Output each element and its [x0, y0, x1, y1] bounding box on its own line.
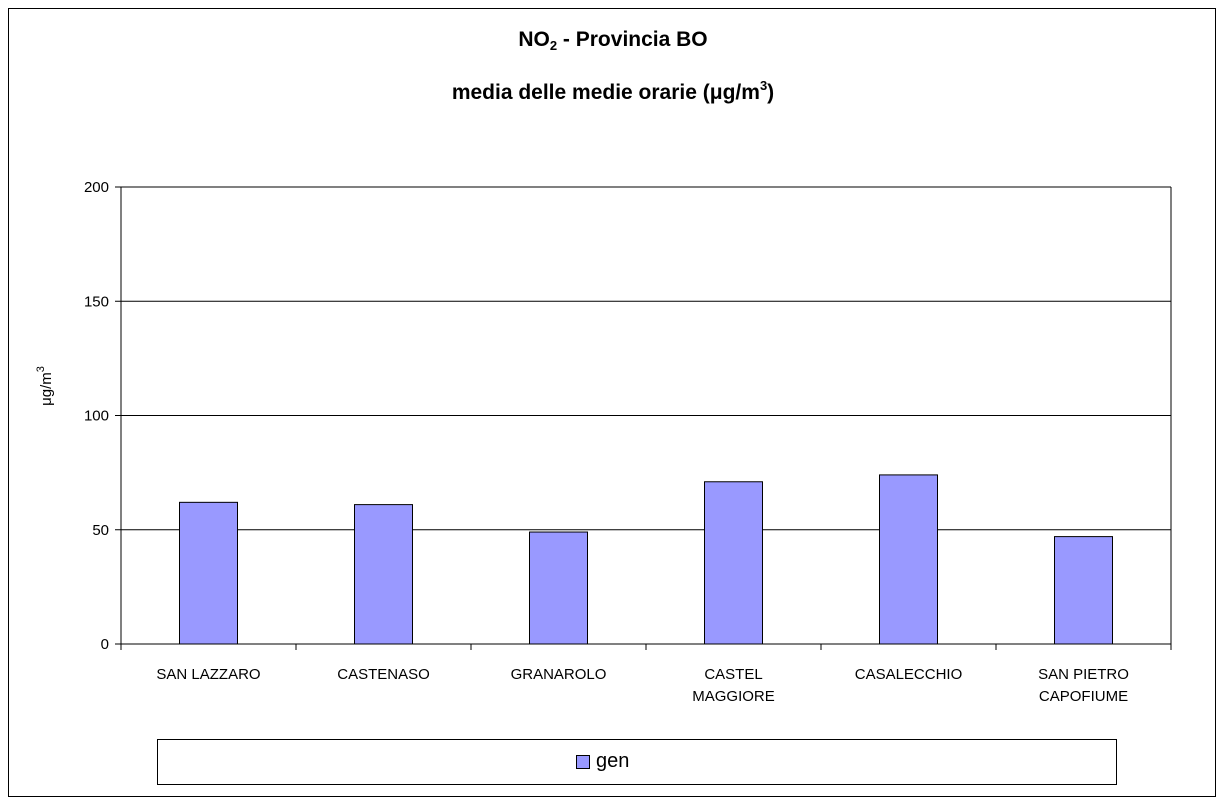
y-axis-label: μg/m3 [35, 366, 55, 406]
x-tick-label: CASALECCHIO [855, 666, 963, 683]
x-tick-label: SAN LAZZARO [156, 666, 260, 683]
bar [529, 531, 588, 645]
bar [879, 474, 938, 645]
x-tick-label: GRANAROLO [511, 666, 607, 683]
y-tick-label: 100 [84, 408, 109, 425]
legend: gen [157, 739, 1117, 785]
legend-item: gen [576, 750, 629, 773]
x-tick-label: CASTEL MAGGIORE [692, 666, 775, 705]
bar [1054, 536, 1113, 645]
chart-frame [8, 8, 1216, 797]
y-tick-label: 200 [84, 179, 109, 196]
bar [354, 504, 413, 645]
chart-title: NO2 - Provincia BO [518, 28, 708, 53]
bar [179, 501, 238, 645]
legend-swatch [576, 754, 590, 769]
chart-subtitle: media delle medie orarie (μg/m3) [451, 78, 775, 104]
legend-label: gen [596, 750, 630, 772]
y-tick-label: 50 [92, 522, 109, 539]
y-tick-label: 0 [101, 636, 109, 653]
y-tick-label: 150 [84, 293, 109, 310]
x-tick-label: CASTENASO [337, 666, 430, 683]
x-tick-label: SAN PIETRO CAPOFIUME [1038, 666, 1129, 705]
bar [704, 481, 763, 645]
